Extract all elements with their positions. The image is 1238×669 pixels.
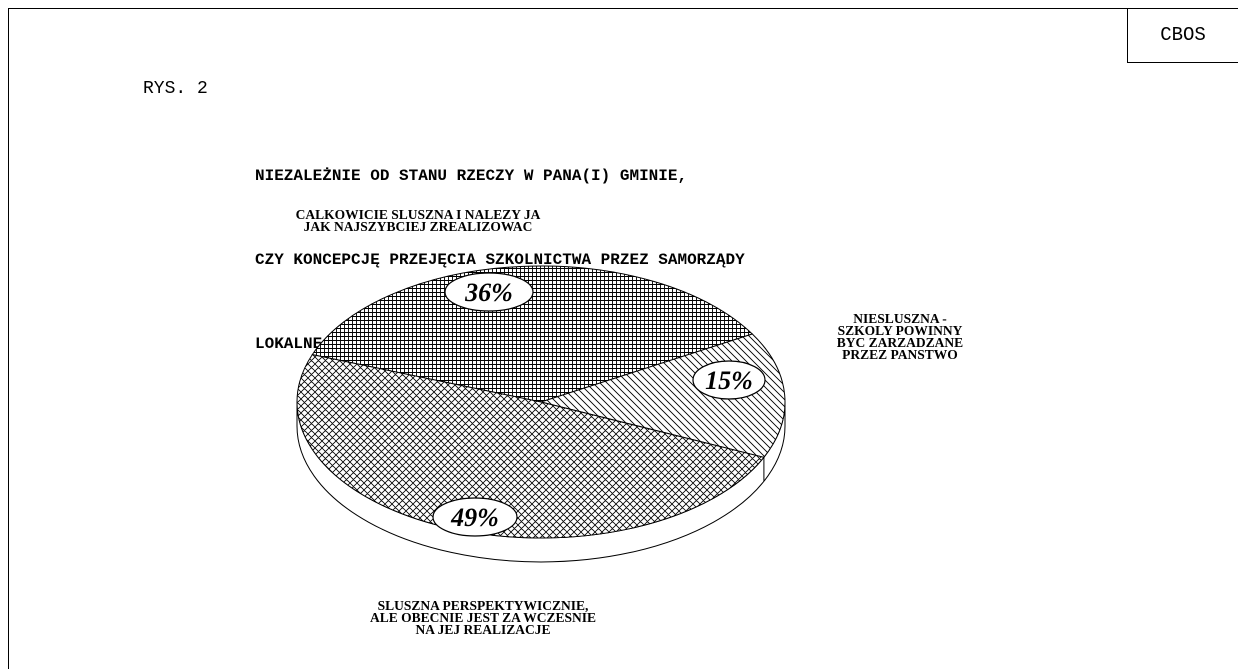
value-bubble: [444, 272, 534, 312]
slice-category-label: SLUSZNA PERSPEKTYWICZNIE,: [378, 598, 589, 613]
value-bubble: [692, 360, 766, 400]
slice-category-label: CALKOWICIE SLUSZNA I NALEZY JA: [296, 207, 541, 222]
value-bubble: [432, 497, 518, 537]
value-label: 49%: [450, 503, 499, 532]
source-label: CBOS: [1127, 8, 1238, 63]
slice-category-label: BYC ZARZADZANE: [837, 335, 963, 350]
pie-top: [296, 265, 786, 539]
slice-category-label: PRZEZ PANSTWO: [842, 347, 958, 362]
slice-category-label: SZKOLY POWINNY: [838, 323, 963, 338]
question-line-2: CZY KONCEPCJĘ PRZEJĘCIA SZKOLNICTWA PRZE…: [255, 251, 745, 269]
slice-category-label: NA JEJ REALIZACJE: [415, 622, 550, 637]
pie-slice-36pct: [311, 265, 754, 403]
value-label: 36%: [464, 278, 513, 307]
slice-category-label: JAK NAJSZYBCIEJ ZREALIZOWAC: [304, 219, 533, 234]
value-label: 15%: [705, 366, 753, 395]
figure-label: RYS. 2: [143, 79, 208, 99]
slice-category-label: ALE OBECNIE JEST ZA WCZESNIE: [370, 610, 596, 625]
question-line-1: NIEZALEŻNIE OD STANU RZECZY W PANA(I) GM…: [255, 167, 688, 185]
figure-frame: [8, 8, 1238, 669]
slice-category-label: NIESLUSZNA -: [853, 311, 946, 326]
